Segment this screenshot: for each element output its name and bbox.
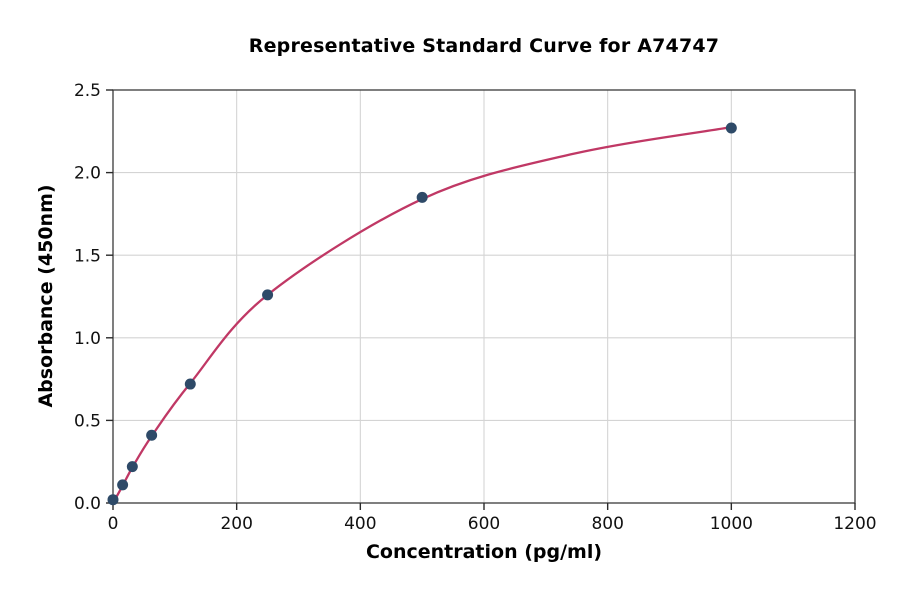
y-tick-label: 0.5 xyxy=(74,412,101,432)
data-point xyxy=(146,429,158,441)
data-point xyxy=(126,461,138,473)
chart-title: Representative Standard Curve for A74747 xyxy=(248,35,720,57)
data-point xyxy=(262,289,274,301)
data-point xyxy=(107,494,119,506)
data-point xyxy=(184,378,196,390)
x-tick-label: 400 xyxy=(344,514,376,534)
y-tick-label: 2.0 xyxy=(74,164,101,184)
x-tick-label: 800 xyxy=(591,514,623,534)
data-point xyxy=(416,191,428,203)
data-point xyxy=(725,122,737,134)
y-tick-label: 0.0 xyxy=(74,494,101,514)
data-point xyxy=(117,479,129,491)
y-axis-label: Absorbance (450nm) xyxy=(35,184,57,408)
x-tick-label: 600 xyxy=(468,514,500,534)
x-tick-label: 1000 xyxy=(710,514,753,534)
y-tick-label: 2.5 xyxy=(74,81,101,101)
y-tick-label: 1.0 xyxy=(74,329,101,349)
fit-curve xyxy=(111,126,733,505)
x-axis-label: Concentration (pg/ml) xyxy=(365,541,603,563)
x-tick-label: 200 xyxy=(220,514,252,534)
y-tick-label: 1.5 xyxy=(74,246,101,266)
x-tick-label: 0 xyxy=(108,514,119,534)
x-tick-label: 1200 xyxy=(833,514,876,534)
